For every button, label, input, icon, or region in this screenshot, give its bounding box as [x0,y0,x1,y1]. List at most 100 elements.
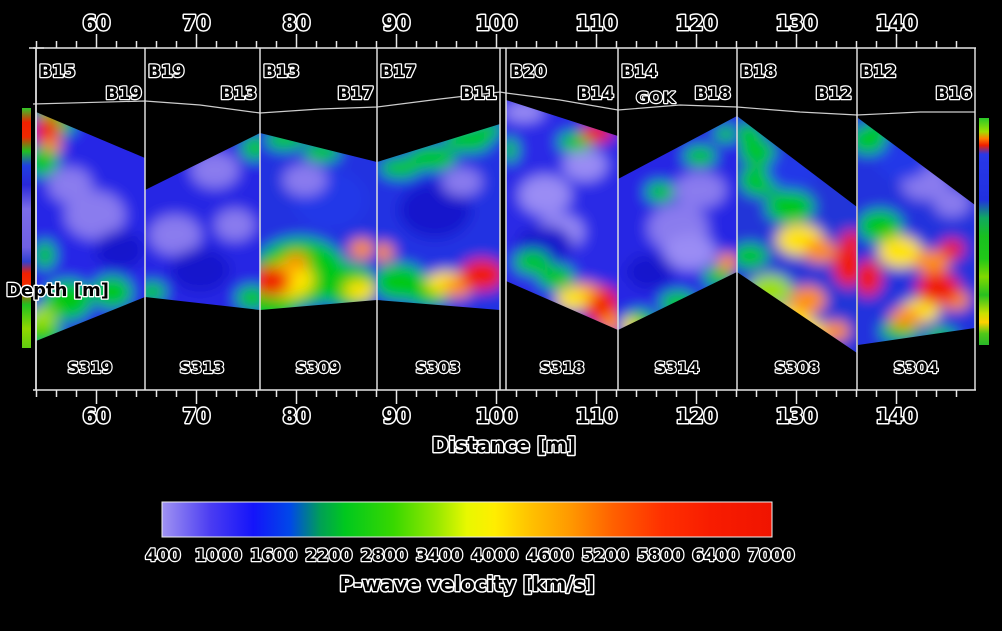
velocity-blob [92,276,132,308]
velocity-blob [408,146,456,170]
velocity-blob [48,167,92,203]
velocity-blob [664,234,716,270]
colorbar-tick-label: 1000 [195,546,242,566]
borehole-label-upper: B13 [263,62,300,82]
velocity-blob [36,306,56,330]
velocity-blob [380,158,420,178]
velocity-blob [284,253,308,271]
velocity-blob [646,182,674,202]
borehole-label-lower: B17 [337,84,374,104]
bottom-tick-label: 90 [383,404,411,428]
colorbar-tick-label: 1600 [250,546,297,566]
section-label: S309 [296,358,341,377]
velocity-blob [878,236,922,268]
velocity-blob [283,164,327,196]
velocity-blob [149,215,201,255]
top-tick-label: 100 [476,11,518,35]
velocity-blob [241,136,260,160]
velocity-blob [737,244,768,268]
section-label: S318 [540,358,585,377]
velocity-blob [804,239,836,263]
colorbar-tick-label: 4600 [526,546,573,566]
velocity-blob [65,191,125,239]
velocity-blob [840,231,857,251]
velocity-blob [717,253,737,271]
velocity-blob [145,282,166,302]
velocity-blob [934,189,970,217]
velocity-blob [626,254,674,290]
velocity-blob [858,210,902,242]
velocity-blob [674,172,726,208]
velocity-blob [914,250,950,274]
bottom-tick-label: 80 [283,404,311,428]
gok-label: GOK [636,88,676,107]
bottom-tick-label: 110 [576,404,618,428]
edge-sliver [22,108,31,348]
velocity-blob [442,168,482,196]
borehole-label-upper: B12 [860,62,897,82]
colorbar [161,501,773,538]
bottom-tick-label: 100 [476,404,518,428]
colorbar-tick-label: 4000 [471,546,518,566]
top-tick-label: 130 [776,11,818,35]
section-label: S304 [894,358,939,377]
borehole-label-lower: B18 [694,84,731,104]
velocity-blob [556,287,588,311]
velocity-blob [684,146,716,166]
top-tick-label: 120 [676,11,718,35]
bottom-tick-label: 120 [676,404,718,428]
velocity-blob [236,286,260,310]
colorbar-tick-label: 5200 [582,546,629,566]
colorbar-tick-label: 400 [145,546,181,566]
depth-axis-label: Depth [m] [6,280,109,301]
borehole-label-upper: B19 [148,62,185,82]
velocity-blob [460,259,500,291]
velocity-blob [790,286,826,314]
velocity-blob [170,248,230,292]
section-label: S319 [68,358,113,377]
tomogram-panel [260,133,377,310]
velocity-blob [858,126,886,154]
velocity-blob [889,308,921,328]
top-tick-label: 70 [183,11,211,35]
velocity-blob [714,126,737,142]
velocity-blob [739,140,775,164]
velocity-blob [833,243,857,287]
velocity-blob [215,209,255,241]
borehole-label-upper: B20 [510,62,547,82]
velocity-blob [95,230,145,270]
velocity-blob [36,241,55,269]
velocity-blob [563,149,607,181]
colorbar-tick-label: 5800 [637,546,684,566]
velocity-blob [399,182,471,238]
velocity-blob [514,250,550,274]
section-label: S313 [180,358,225,377]
top-tick-label: 80 [283,11,311,35]
velocity-blob [260,266,291,296]
colorbar-tick-label: 2200 [305,546,352,566]
borehole-label-lower: B11 [460,84,497,104]
bottom-tick-label: 130 [776,404,818,428]
velocity-blob [349,239,375,259]
borehole-label-lower: B16 [935,84,972,104]
top-tick-label: 60 [83,11,111,35]
velocity-blob [916,272,960,304]
distance-axis-label: Distance [m] [432,433,576,457]
velocity-blob [858,260,882,296]
borehole-label-upper: B14 [621,62,658,82]
borehole-label-upper: B18 [740,62,777,82]
bottom-tick-label: 140 [876,404,918,428]
colorbar-tick-label: 2800 [360,546,407,566]
borehole-label-lower: B14 [577,84,614,104]
colorbar-tick-label: 7000 [747,546,794,566]
edge-sliver [979,118,989,345]
velocity-blob [766,191,814,223]
velocity-blob [44,280,92,320]
borehole-label-lower: B13 [220,84,257,104]
colorbar-tick-label: 3400 [416,546,463,566]
section-label: S314 [655,358,700,377]
colorbar-tick-label: 6400 [692,546,739,566]
bottom-tick-label: 70 [183,404,211,428]
